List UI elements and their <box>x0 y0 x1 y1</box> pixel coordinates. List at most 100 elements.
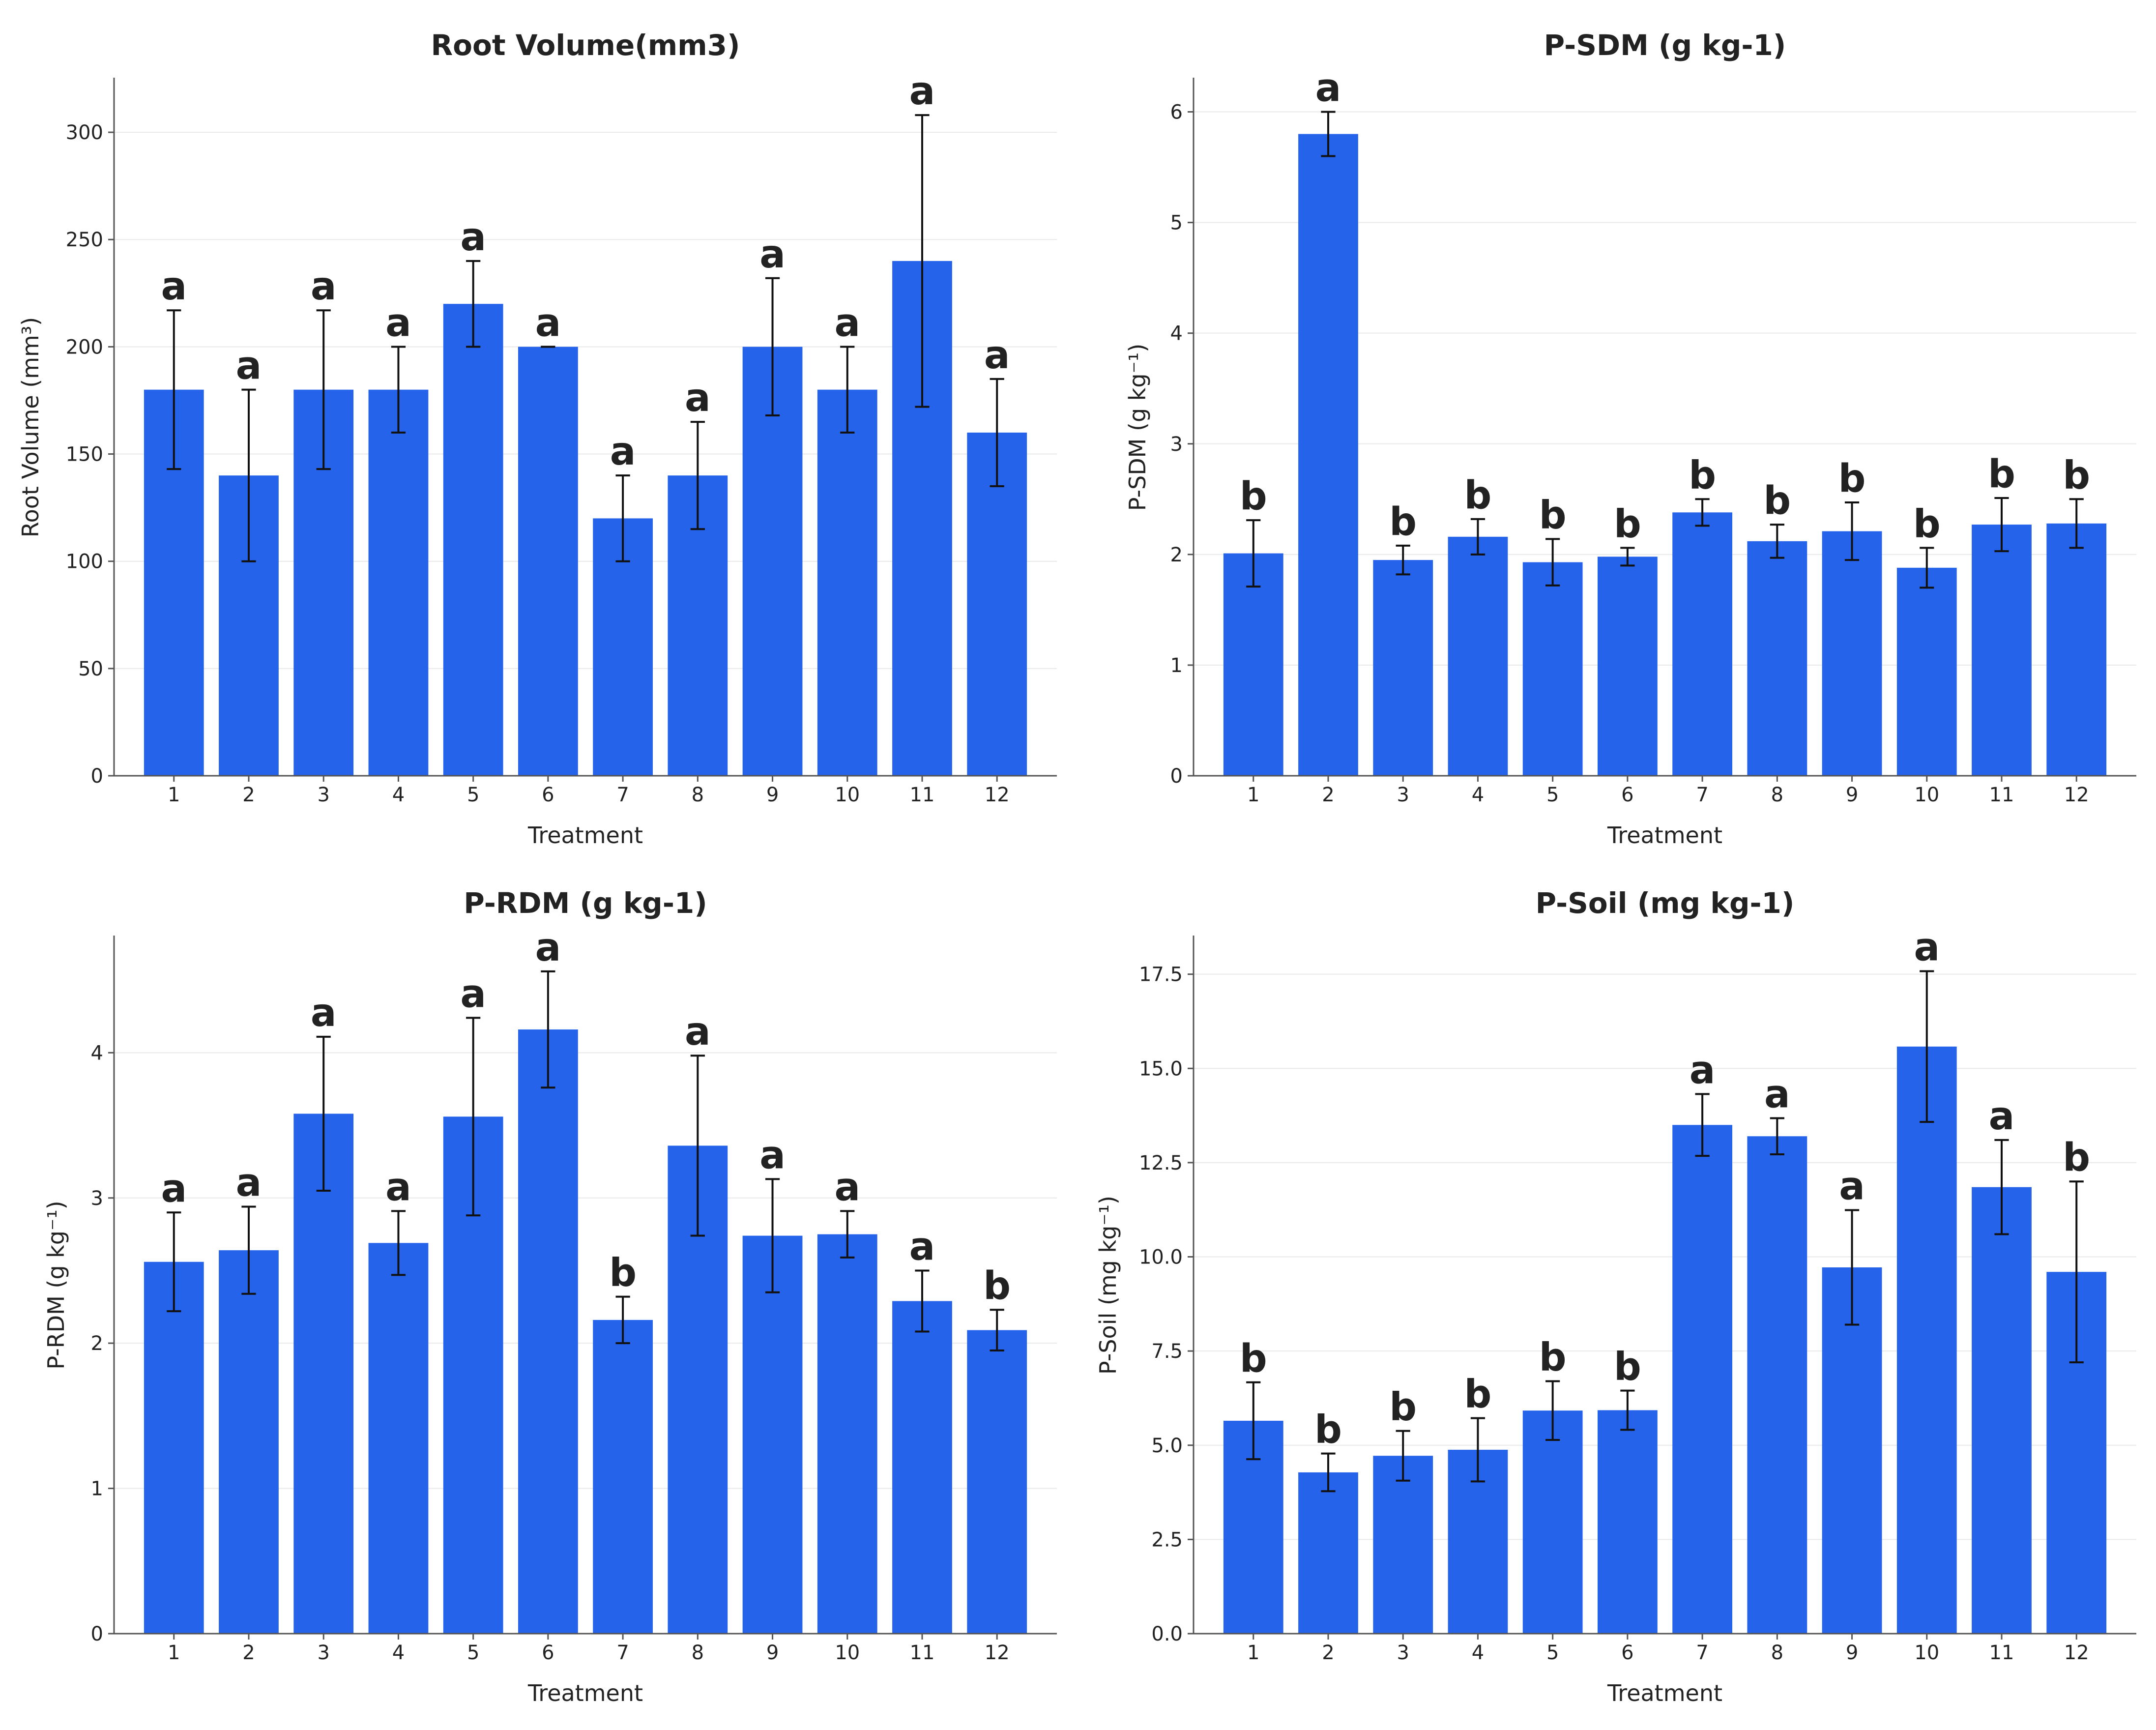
significance-label: b <box>1913 502 1941 546</box>
significance-label: a <box>984 333 1010 378</box>
x-tick-label: 10 <box>835 1642 860 1664</box>
bar-9 <box>742 1235 803 1634</box>
x-tick-label: 7 <box>1696 1642 1708 1664</box>
x-tick-label: 6 <box>542 784 554 806</box>
y-axis-label: P-RDM (g kg⁻¹) <box>43 1201 69 1369</box>
y-tick-label: 4 <box>1170 323 1183 345</box>
significance-label: a <box>759 233 786 277</box>
significance-label: b <box>1464 473 1492 518</box>
bar-4 <box>368 1243 429 1634</box>
significance-label: a <box>685 1010 711 1054</box>
x-tick-label: 10 <box>1914 1642 1939 1664</box>
x-tick-label: 11 <box>1989 784 2014 806</box>
y-axis-label: P-SDM (g kg⁻¹) <box>1124 344 1151 511</box>
bar-6 <box>1598 557 1658 776</box>
x-tick-label: 6 <box>1621 784 1633 806</box>
x-tick-label: 2 <box>1322 1642 1334 1664</box>
bar-11 <box>892 1301 952 1634</box>
x-tick-label: 9 <box>766 784 779 806</box>
chart-title: P-RDM (g kg-1) <box>464 886 707 920</box>
significance-label: b <box>1838 457 1866 501</box>
significance-label: a <box>161 264 187 309</box>
x-tick-label: 10 <box>835 784 860 806</box>
bar-2 <box>219 1250 279 1634</box>
x-tick-label: 5 <box>1546 784 1559 806</box>
bar-6 <box>1598 1410 1658 1634</box>
chart-title: P-SDM (g kg-1) <box>1544 29 1786 62</box>
bar-9 <box>1822 1267 1882 1634</box>
x-tick-label: 5 <box>1546 1642 1559 1664</box>
bar-4 <box>1448 536 1508 776</box>
y-axis-label: P-Soil (mg kg⁻¹) <box>1095 1196 1121 1375</box>
significance-label: b <box>1988 452 2015 497</box>
significance-label: a <box>385 1165 411 1209</box>
x-tick-label: 9 <box>1846 784 1858 806</box>
y-tick-label: 4 <box>91 1042 103 1064</box>
x-tick-label: 8 <box>1771 784 1783 806</box>
y-tick-label: 100 <box>66 551 103 573</box>
significance-label: a <box>1315 66 1341 111</box>
significance-label: a <box>909 1225 935 1269</box>
y-tick-label: 5.0 <box>1151 1435 1183 1457</box>
y-tick-label: 2 <box>91 1332 103 1355</box>
bar-4 <box>368 389 429 776</box>
y-tick-label: 15.0 <box>1139 1057 1183 1080</box>
x-tick-label: 4 <box>392 1642 405 1664</box>
x-tick-label: 4 <box>1472 784 1484 806</box>
y-tick-label: 250 <box>66 229 103 251</box>
significance-label: b <box>1240 474 1267 519</box>
significance-label: a <box>460 972 486 1016</box>
y-tick-label: 0.0 <box>1151 1623 1183 1645</box>
y-tick-label: 3 <box>1170 433 1183 456</box>
y-tick-label: 2 <box>1170 544 1183 566</box>
y-tick-label: 6 <box>1170 101 1183 124</box>
x-tick-label: 5 <box>467 784 479 806</box>
x-tick-label: 3 <box>317 1642 329 1664</box>
bar-3 <box>1373 1456 1433 1634</box>
x-tick-label: 8 <box>1771 1642 1783 1664</box>
chart-panel-1: a 1 a 2 a 3 a 4 a 5 a 6 a 7 a 8 a 9 a 10 a 11 a 12 0 50 100 150 200 2… <box>17 29 1057 849</box>
x-tick-label: 12 <box>2064 1642 2089 1664</box>
x-tick-label: 12 <box>985 784 1010 806</box>
significance-label: a <box>236 1161 262 1205</box>
chart-title: P-Soil (mg kg-1) <box>1536 886 1795 920</box>
x-tick-label: 3 <box>1397 1642 1409 1664</box>
x-axis-label: Treatment <box>527 1680 643 1706</box>
significance-label: b <box>609 1251 637 1295</box>
x-tick-label: 12 <box>985 1642 1010 1664</box>
significance-label: b <box>1240 1337 1267 1381</box>
significance-label: a <box>460 215 486 260</box>
significance-label: b <box>1539 1335 1567 1379</box>
y-tick-label: 3 <box>91 1187 103 1210</box>
y-tick-label: 2.5 <box>1151 1528 1183 1551</box>
bar-10 <box>1896 1046 1957 1634</box>
y-tick-label: 10.0 <box>1139 1246 1183 1269</box>
significance-label: a <box>535 926 561 970</box>
significance-label: a <box>161 1167 187 1211</box>
chart-panel-2: b1a2b3b4b5b6b7b8b9b10b11b120123456P-SDM … <box>1124 29 2136 849</box>
x-tick-label: 2 <box>242 1642 255 1664</box>
bar-9 <box>742 347 803 776</box>
bar-10 <box>1896 567 1957 776</box>
y-tick-label: 0 <box>91 765 103 788</box>
x-axis-label: Treatment <box>1607 1680 1722 1706</box>
bar-12 <box>967 1330 1027 1634</box>
bar-12 <box>967 432 1027 776</box>
x-tick-label: 6 <box>1621 1642 1633 1664</box>
bar-9 <box>1822 531 1882 776</box>
significance-label: a <box>1764 1072 1790 1116</box>
bar-5 <box>443 304 503 776</box>
bar-12 <box>2046 523 2107 776</box>
bar-11 <box>1972 1187 2032 1634</box>
bar-6 <box>518 347 578 776</box>
significance-label: a <box>236 344 262 388</box>
bar-10 <box>817 1234 877 1634</box>
y-tick-label: 50 <box>78 658 103 680</box>
significance-label: a <box>1690 1048 1716 1092</box>
significance-label: a <box>1989 1094 2015 1139</box>
bar-1 <box>1223 553 1283 776</box>
significance-label: a <box>685 376 711 420</box>
bar-6 <box>518 1029 578 1634</box>
significance-label: a <box>1839 1164 1865 1208</box>
